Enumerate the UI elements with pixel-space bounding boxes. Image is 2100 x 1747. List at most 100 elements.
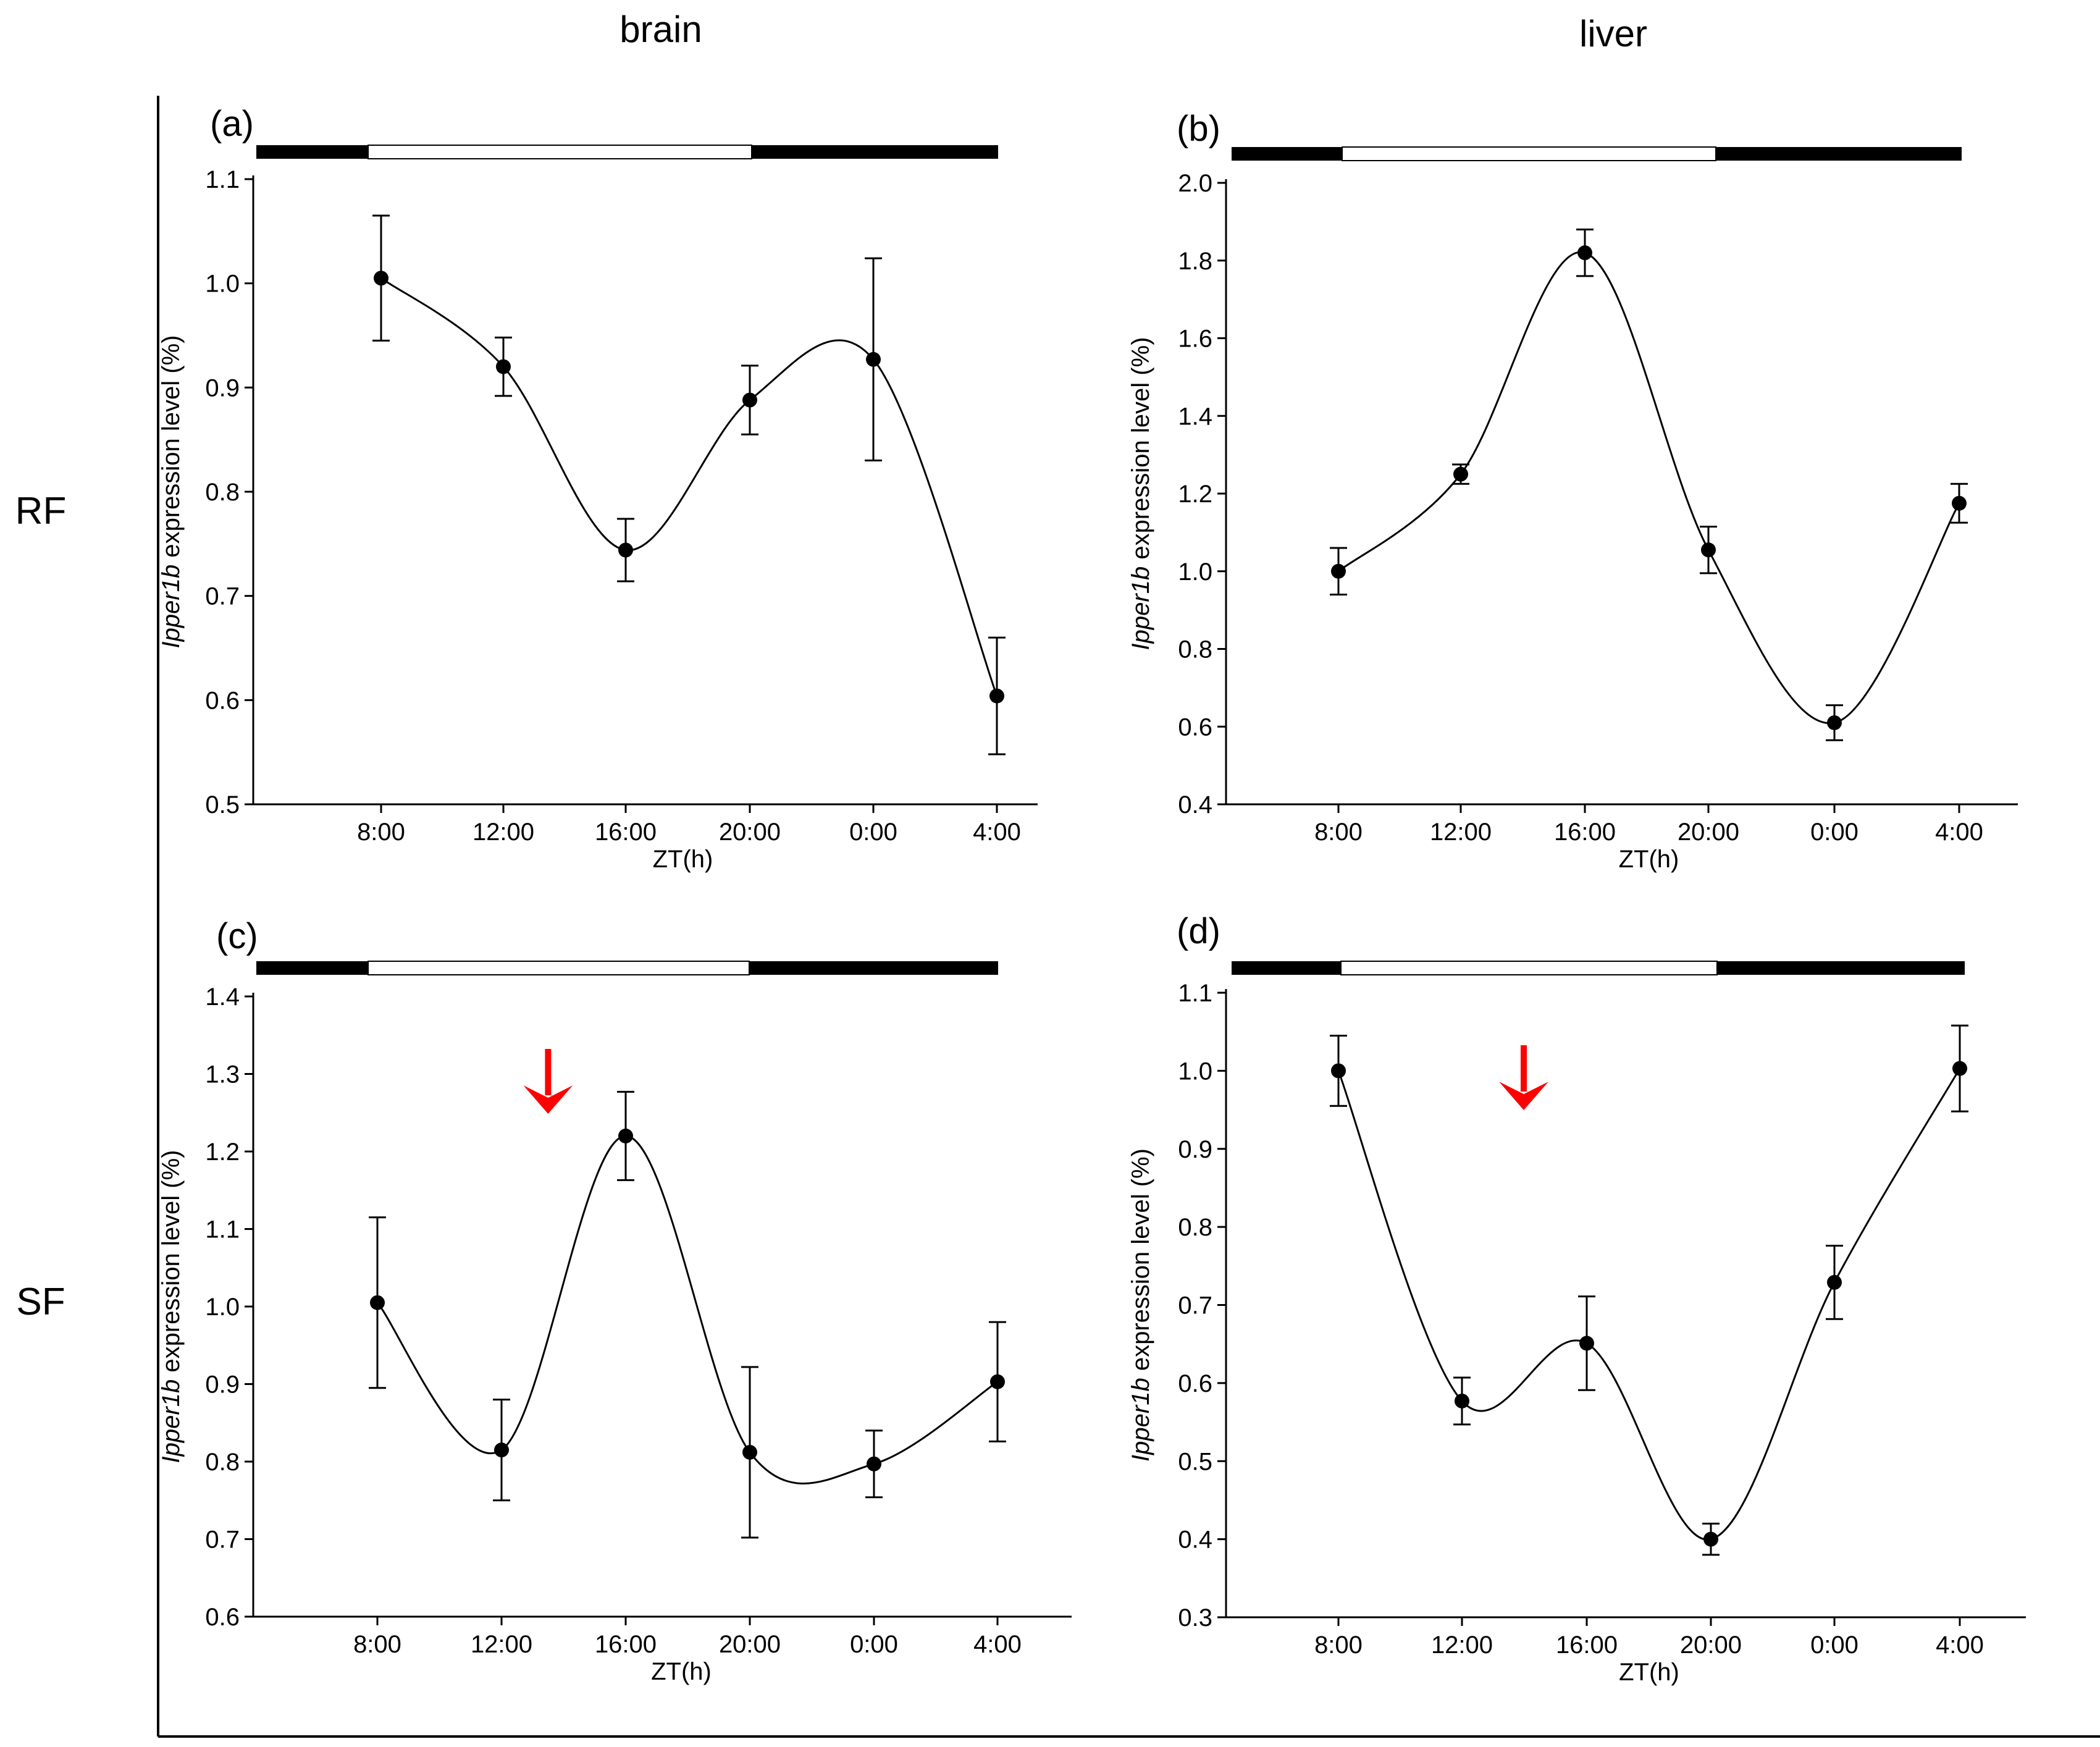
- x-tick-label: 8:00: [1314, 1631, 1363, 1659]
- y-tick-label: 0.4: [1178, 791, 1212, 819]
- y-axis-title: Ipper1b expression level (%): [158, 1150, 185, 1463]
- data-point: [1331, 1063, 1346, 1079]
- y-tick-label: 1.1: [205, 1216, 240, 1244]
- data-point: [1827, 715, 1842, 730]
- panel-label-c: (c): [216, 916, 258, 956]
- x-tick-label: 12:00: [1430, 819, 1492, 846]
- panel-a: (a) 0.5 0.6 0.7 0.8 0.9 1.0 1.1 8:00 12:00 16:00 20…: [158, 104, 1038, 873]
- x-tick-label: 12:00: [472, 819, 534, 846]
- dark-period-bar: [752, 145, 998, 159]
- y-tick-label: 0.5: [1178, 1448, 1212, 1475]
- y-tick-label: 0.9: [1178, 1136, 1212, 1163]
- data-point: [742, 392, 757, 408]
- x-tick-label: 0:00: [850, 1631, 898, 1658]
- x-tick-label: 0:00: [849, 819, 897, 846]
- data-point: [618, 1128, 633, 1143]
- x-axis-title: ZT(h): [651, 1658, 712, 1685]
- y-tick-label: 1.1: [205, 166, 240, 193]
- x-tick-label: 4:00: [973, 1631, 1022, 1658]
- dark-period-bar: [256, 145, 368, 159]
- y-tick-label: 0.8: [1178, 1214, 1212, 1241]
- y-tick-label: 0.5: [205, 791, 240, 819]
- light-period-bar: [368, 145, 752, 159]
- data-point: [618, 542, 633, 558]
- y-tick-label: 1.8: [1178, 248, 1212, 275]
- light-period-bar: [1340, 961, 1718, 975]
- panel-label-d: (d): [1177, 911, 1220, 951]
- y-axis-title-gene: Ipper1b: [1127, 566, 1154, 650]
- data-point: [1701, 542, 1716, 558]
- data-point: [1331, 563, 1346, 579]
- column-header-liver: liver: [1579, 13, 1647, 54]
- y-tick-label: 0.8: [205, 1449, 240, 1476]
- y-tick-label: 0.7: [205, 583, 240, 610]
- y-axis-title-gene: Ipper1b: [158, 1379, 185, 1463]
- x-axis-title: ZT(h): [1619, 1659, 1679, 1686]
- x-tick-label: 8:00: [1314, 819, 1363, 846]
- y-axis-title-gene: Ipper1b: [158, 565, 185, 649]
- y-tick-label: 1.2: [205, 1139, 240, 1166]
- y-tick-label: 2.0: [1178, 170, 1212, 197]
- y-tick-label: 0.7: [1178, 1292, 1212, 1320]
- y-tick-label: 1.0: [205, 271, 240, 298]
- y-tick-label: 1.1: [1178, 980, 1212, 1007]
- x-tick-label: 16:00: [1556, 1631, 1618, 1659]
- panel-label-b: (b): [1177, 109, 1220, 149]
- y-tick-label: 1.3: [205, 1061, 240, 1088]
- x-tick-label: 4:00: [1936, 1631, 1984, 1659]
- x-tick-label: 4:00: [1935, 819, 1983, 846]
- data-point: [1703, 1531, 1718, 1547]
- series-line: [1338, 251, 1960, 725]
- column-header-brain: brain: [620, 9, 702, 50]
- red-arrow-head: [1499, 1082, 1548, 1110]
- panel-label-a: (a): [210, 104, 254, 144]
- dark-period-bar: [749, 961, 998, 975]
- x-tick-label: 20:00: [1680, 1631, 1742, 1659]
- data-point: [1453, 466, 1468, 482]
- x-tick-label: 4:00: [973, 819, 1021, 846]
- y-tick-label: 1.0: [1178, 1058, 1212, 1085]
- dark-period-bar: [1716, 147, 1962, 161]
- x-tick-label: 12:00: [1431, 1631, 1493, 1659]
- y-tick-label: 1.6: [1178, 326, 1212, 353]
- y-tick-label: 0.4: [1178, 1526, 1212, 1554]
- x-axis-title: ZT(h): [653, 846, 713, 873]
- y-tick-label: 0.9: [205, 1371, 240, 1399]
- data-point: [742, 1444, 757, 1460]
- y-axis-title-text: expression level (%): [158, 1150, 185, 1379]
- dark-period-bar: [256, 961, 368, 975]
- x-axis-title: ZT(h): [1619, 846, 1679, 873]
- dark-period-bar: [1232, 147, 1342, 161]
- data-point: [370, 1295, 385, 1310]
- dark-period-bar: [1717, 961, 1965, 975]
- panel-c: (c) 0.6 0.7 0.8 0.9 1.0 1.1 1.2 1.3 1.4 8:00 12:00 1…: [158, 916, 1072, 1685]
- y-tick-label: 0.7: [205, 1526, 240, 1554]
- y-axis-title-text: expression level (%): [1127, 1148, 1154, 1378]
- y-tick-label: 1.4: [205, 983, 240, 1011]
- y-tick-label: 0.6: [1178, 714, 1212, 741]
- data-point: [1952, 495, 1967, 511]
- light-period-bar: [1342, 146, 1716, 161]
- x-tick-label: 20:00: [719, 819, 781, 846]
- data-point: [494, 1442, 509, 1458]
- data-point: [1455, 1393, 1469, 1408]
- y-axis-title-text: expression level (%): [158, 335, 185, 565]
- y-tick-label: 0.6: [205, 687, 240, 714]
- y-tick-label: 0.3: [1178, 1604, 1212, 1631]
- y-tick-label: 1.0: [205, 1294, 240, 1321]
- y-axis-title: Ipper1b expression level (%): [1127, 1148, 1154, 1462]
- series-line: [380, 277, 998, 697]
- y-tick-label: 0.8: [205, 479, 240, 506]
- x-tick-label: 0:00: [1810, 819, 1858, 846]
- dark-period-bar: [1232, 961, 1341, 975]
- data-point: [867, 1456, 881, 1471]
- y-tick-label: 1.0: [1178, 558, 1212, 586]
- x-tick-label: 8:00: [357, 819, 405, 846]
- x-tick-label: 16:00: [595, 1631, 657, 1658]
- y-axis-title: Ipper1b expression level (%): [158, 335, 185, 649]
- row-label-rf: RF: [15, 490, 67, 533]
- data-point: [1577, 245, 1592, 261]
- red-arrow-head: [523, 1085, 573, 1114]
- y-tick-label: 1.4: [1178, 403, 1212, 430]
- data-point: [1952, 1061, 1967, 1076]
